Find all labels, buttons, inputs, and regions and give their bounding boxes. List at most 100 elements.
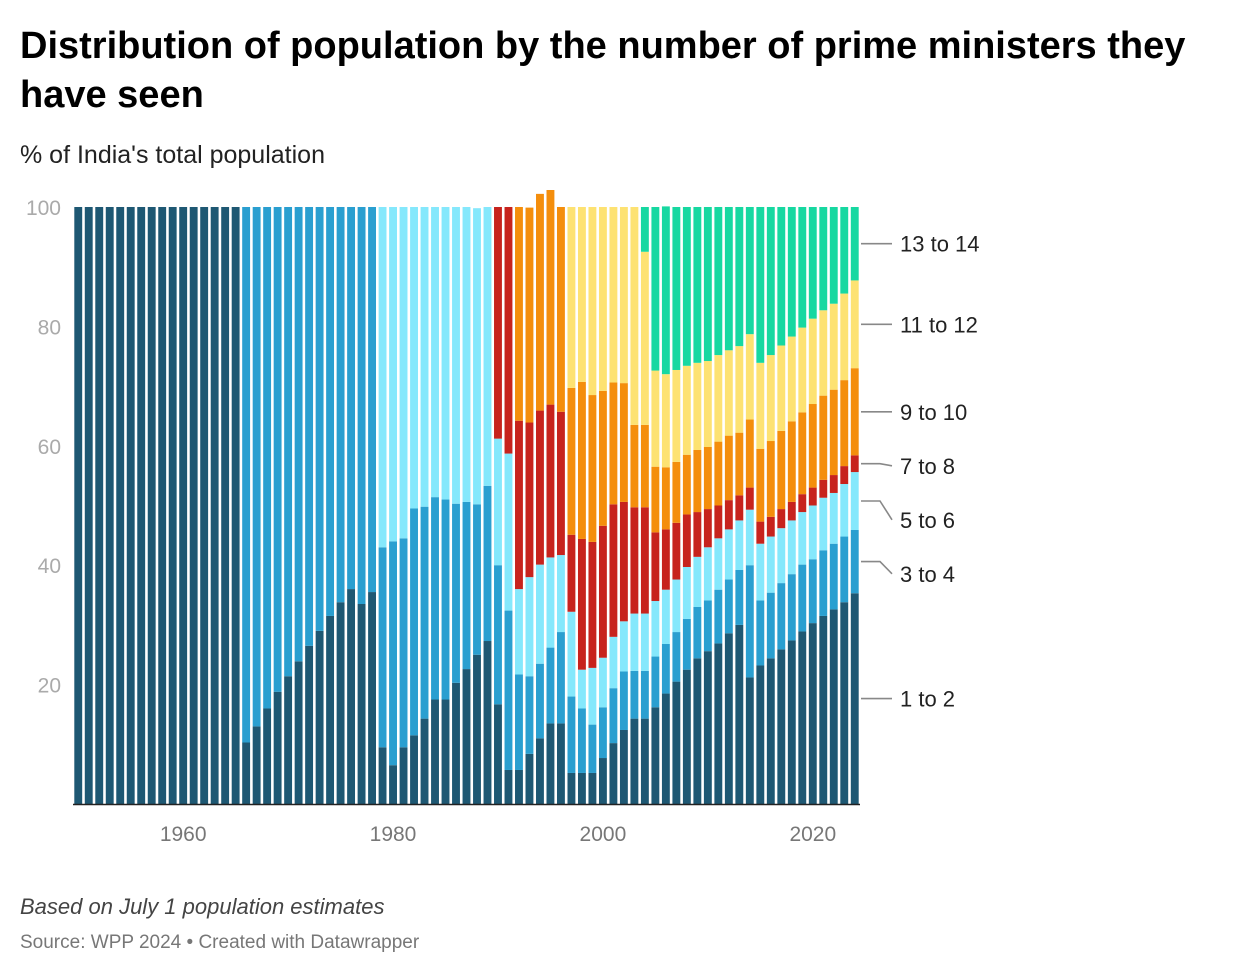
bar-segment-7-to-8-2020 [808,487,817,506]
bar-segment-7-to-8-2003 [630,507,639,614]
bar-segment-3-to-4-2009 [693,606,702,659]
bar-segment-7-to-8-2019 [798,494,807,513]
bar-segment-13-to-14-2020 [808,207,817,319]
bar-segment-3-to-4-1996 [556,632,565,724]
bar-segment-1-to-2-2002 [619,729,628,804]
bar-segment-5-to-6-2024 [850,472,859,530]
bar-segment-5-to-6-2013 [735,520,744,570]
series-label-3-to-4: 3 to 4 [900,562,955,587]
bar-segment-3-to-4-1973 [315,207,324,631]
bar-segment-9-to-10-1992 [515,207,523,421]
series-label-5-to-6: 5 to 6 [900,508,955,533]
bar-segment-7-to-8-2014 [745,487,754,510]
bar-segment-5-to-6-2000 [598,657,607,708]
bar-segment-3-to-4-1975 [336,207,345,603]
bar-segment-7-to-8-2001 [609,504,618,637]
bar-segment-1-to-2-1954 [116,207,125,804]
bar-segment-1-to-2-1992 [515,769,523,804]
bar-segment-5-to-6-1984 [431,207,439,498]
bar-segment-5-to-6-2001 [609,636,618,689]
series-labels: 1 to 2 3 to 4 5 to 6 7 to 8 9 to 10 11 to 12 1… [861,232,980,712]
bar-segment-1-to-2-1953 [105,207,114,804]
bar-segment-9-to-10-2023 [840,380,849,467]
bar-segment-5-to-6-2006 [661,589,670,645]
bar-segment-5-to-6-1994 [536,564,544,664]
bar-segment-13-to-14-2009 [693,207,702,363]
bar-segment-11-to-12-2022 [829,303,838,390]
bar-segment-1-to-2-1977 [357,604,366,804]
y-tick-label-100: 100 [26,197,61,220]
bar-segment-3-to-4-1968 [263,207,272,709]
bar-segment-1-to-2-1957 [147,207,156,804]
bar-segment-11-to-12-1997 [567,207,576,388]
bar-segment-3-to-4-2001 [609,688,618,744]
bar-segment-9-to-10-2006 [661,467,670,530]
bar-segment-9-to-10-2009 [693,449,702,513]
stacked-bar-chart: 20 40 60 80 100 1960 1980 2000 2020 1 to 2 3 to … [26,190,980,846]
bar-segment-3-to-4-1989 [483,485,492,642]
bar-segment-11-to-12-2008 [682,365,691,455]
bar-segment-9-to-10-2003 [630,424,639,508]
bar-segment-3-to-4-2012 [724,579,733,634]
bar-segment-11-to-12-2002 [619,207,628,384]
bar-segment-7-to-8-2023 [840,466,849,485]
bar-segment-5-to-6-1993 [525,577,534,677]
bar-segment-3-to-4-1969 [273,207,282,692]
bar-segment-1-to-2-1975 [336,602,345,804]
bar-segment-1-to-2-2019 [798,631,807,804]
bar-segment-3-to-4-1990 [494,565,502,705]
bar-segment-11-to-12-2015 [756,362,765,449]
bar-segment-7-to-8-1995 [546,404,555,558]
bar-segment-7-to-8-2010 [703,509,712,548]
x-axis-ticks: 1960 1980 2000 2020 [160,823,836,846]
bar-segment-9-to-10-1997 [567,387,576,535]
bar-segment-1-to-2-1961 [189,207,198,804]
bar-segment-1-to-2-1958 [158,207,167,804]
x-tick-label-1980: 1980 [370,823,417,846]
bar-segment-7-to-8-2000 [598,525,607,658]
bar-segment-11-to-12-2001 [609,207,618,383]
bar-segment-7-to-8-2017 [777,509,786,529]
bar-segment-13-to-14-2018 [787,207,796,337]
bar-segment-3-to-4-2002 [619,671,628,730]
bar-segment-1-to-2-2015 [756,665,765,804]
bar-segment-1-to-2-2003 [630,718,639,804]
bar-segment-1-to-2-1999 [588,772,597,804]
bar-segment-3-to-4-1986 [452,503,460,683]
bar-segment-13-to-14-2023 [840,207,849,294]
bar-segment-13-to-14-2012 [724,207,733,351]
x-tick-label-1960: 1960 [160,823,207,846]
bar-segment-11-to-12-2007 [672,369,681,462]
bar-segment-5-to-6-2011 [714,538,723,590]
bar-segment-11-to-12-2012 [724,350,733,436]
bar-segment-7-to-8-1994 [536,410,544,565]
bar-segment-5-to-6-1988 [473,208,481,505]
bar-segment-5-to-6-1995 [546,557,555,648]
bar-segment-9-to-10-1999 [588,395,597,542]
bar-segment-9-to-10-2019 [798,412,807,495]
bar-segment-3-to-4-1967 [252,207,261,727]
chart-source: Source: WPP 2024 • Created with Datawrap… [20,932,420,953]
bar-segment-3-to-4-2011 [714,589,723,644]
bar-segment-1-to-2-1965 [231,207,240,804]
bar-segment-3-to-4-1979 [378,547,387,748]
bar-segment-5-to-6-1981 [399,207,408,539]
bar-segment-5-to-6-1998 [577,669,586,709]
bar-segment-7-to-8-2013 [735,495,744,521]
bar-segment-5-to-6-1990 [494,438,502,566]
bar-segment-1-to-2-1990 [494,704,502,804]
bar-segment-3-to-4-1976 [347,207,356,590]
bar-segment-5-to-6-2002 [619,621,628,672]
bar-segment-11-to-12-2020 [808,318,817,405]
bar-segment-1-to-2-1973 [315,630,324,804]
bar-segment-9-to-10-2002 [619,383,628,502]
bar-segment-3-to-4-1991 [504,610,513,770]
series-leader-line-5-to-6 [861,500,893,521]
bar-segment-3-to-4-1993 [525,676,534,754]
bar-segment-3-to-4-1978 [368,207,376,593]
bar-segment-3-to-4-2006 [661,644,670,694]
bar-segment-3-to-4-1970 [284,207,293,677]
bar-segment-7-to-8-2007 [672,522,681,580]
bar-segment-7-to-8-2021 [819,479,828,498]
bar-segment-7-to-8-1990 [494,207,502,439]
